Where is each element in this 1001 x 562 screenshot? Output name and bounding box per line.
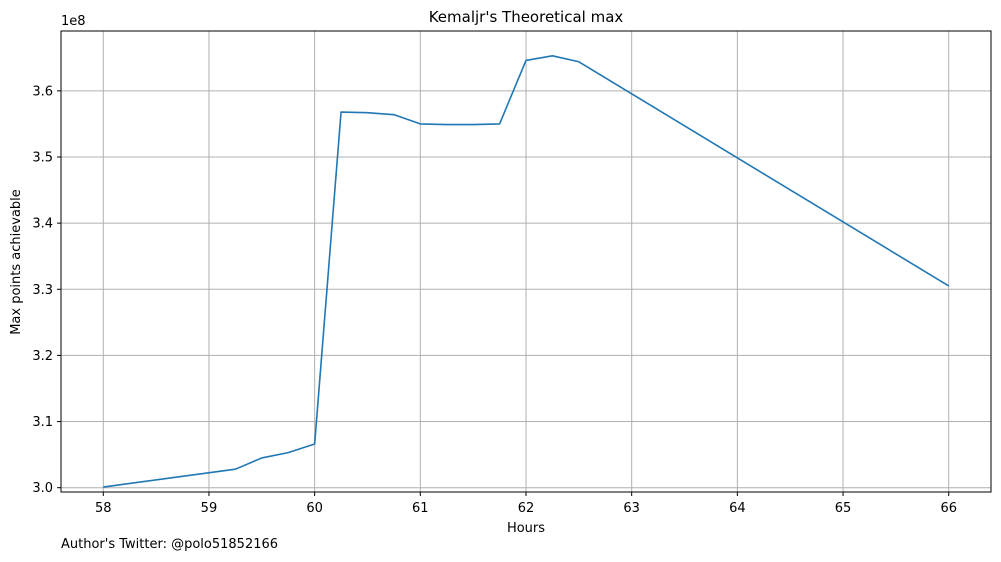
x-tick-label: 64 bbox=[729, 501, 746, 516]
x-tick-label: 59 bbox=[201, 501, 218, 516]
x-tick-label: 58 bbox=[95, 501, 112, 516]
y-tick-label: 3.5 bbox=[32, 150, 53, 165]
x-tick-label: 61 bbox=[412, 501, 429, 516]
author-footer: Author's Twitter: @polo51852166 bbox=[61, 537, 279, 552]
y-tick-label: 3.3 bbox=[32, 283, 53, 298]
y-tick-label: 3.2 bbox=[32, 349, 53, 364]
x-tick-label: 62 bbox=[518, 501, 535, 516]
x-axis: 58 59 60 61 62 63 64 65 66 bbox=[95, 492, 957, 516]
y-axis-title: Max points achievable bbox=[9, 189, 24, 335]
series-line bbox=[103, 54, 950, 488]
y-tick-label: 3.4 bbox=[32, 217, 53, 232]
y-offset-label: 1e8 bbox=[61, 14, 86, 29]
y-tick-label: 3.6 bbox=[32, 84, 53, 99]
x-axis-title: Hours bbox=[507, 521, 545, 536]
y-tick-label: 3.1 bbox=[32, 415, 53, 430]
chart-title: Kemaljr's Theoretical max bbox=[429, 8, 624, 26]
x-tick-label: 60 bbox=[306, 501, 323, 516]
x-tick-label: 65 bbox=[835, 501, 852, 516]
x-tick-label: 63 bbox=[623, 501, 640, 516]
series-layer bbox=[103, 54, 950, 488]
y-axis: 3.0 3.1 3.2 3.3 3.4 3.5 3.6 bbox=[32, 84, 61, 496]
x-tick-label: 66 bbox=[940, 501, 957, 516]
y-tick-label: 3.0 bbox=[32, 481, 53, 496]
grid bbox=[61, 31, 991, 492]
